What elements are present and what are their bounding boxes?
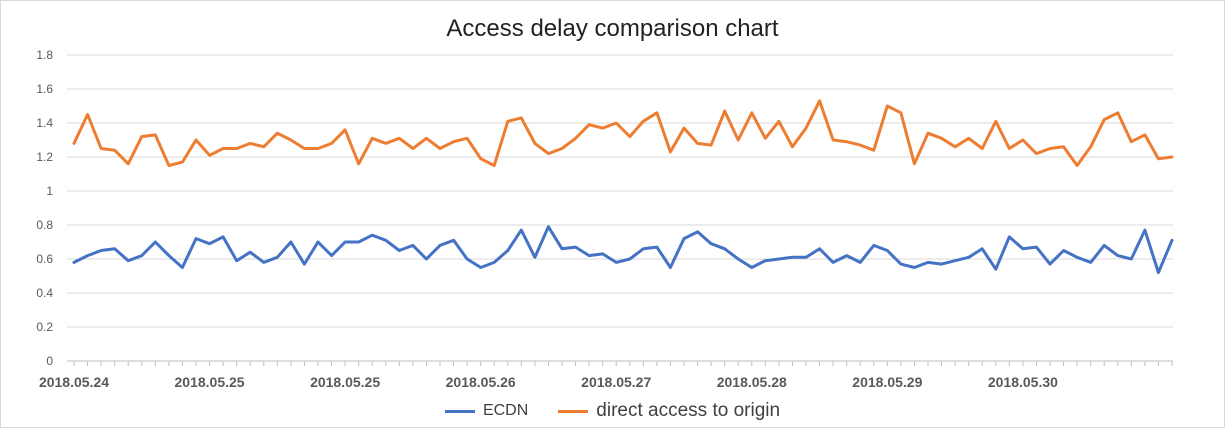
- x-tick-label: 2018.05.30: [988, 374, 1058, 390]
- y-tick-label: 1.6: [36, 82, 53, 96]
- x-tick-label: 2018.05.28: [717, 374, 787, 390]
- chart-title: Access delay comparison chart: [446, 15, 779, 42]
- y-tick-label: 1.8: [36, 48, 53, 62]
- legend-item-origin: direct access to origin: [558, 400, 780, 422]
- y-tick-label: 0.6: [36, 252, 53, 266]
- x-tick-label: 2018.05.26: [446, 374, 516, 390]
- y-tick-label: 1: [46, 184, 53, 198]
- x-tick-label: 2018.05.24: [39, 374, 109, 390]
- x-tick-label: 2018.05.25: [175, 374, 245, 390]
- y-tick-label: 0.8: [36, 218, 53, 232]
- y-tick-label: 1.4: [36, 116, 53, 130]
- series-line-ecdn: [72, 225, 1174, 275]
- series-line-origin: [72, 99, 1174, 167]
- legend-label-ecdn: ECDN: [482, 402, 529, 419]
- x-tick-label: 2018.05.25: [310, 374, 380, 390]
- legend-swatch-origin: [558, 409, 589, 413]
- x-tick-label: 2018.05.27: [581, 374, 651, 390]
- y-tick-label: 0.2: [36, 320, 53, 334]
- legend: ECDN direct access to origin: [1, 400, 1224, 422]
- legend-label-origin: direct access to origin: [596, 400, 781, 421]
- legend-item-ecdn: ECDN: [444, 402, 529, 420]
- x-tick-label: 2018.05.29: [852, 374, 922, 390]
- y-tick-label: 0: [46, 354, 53, 368]
- y-tick-label: 1.2: [36, 150, 53, 164]
- y-tick-label: 0.4: [36, 286, 53, 300]
- legend-swatch-ecdn: [444, 409, 475, 413]
